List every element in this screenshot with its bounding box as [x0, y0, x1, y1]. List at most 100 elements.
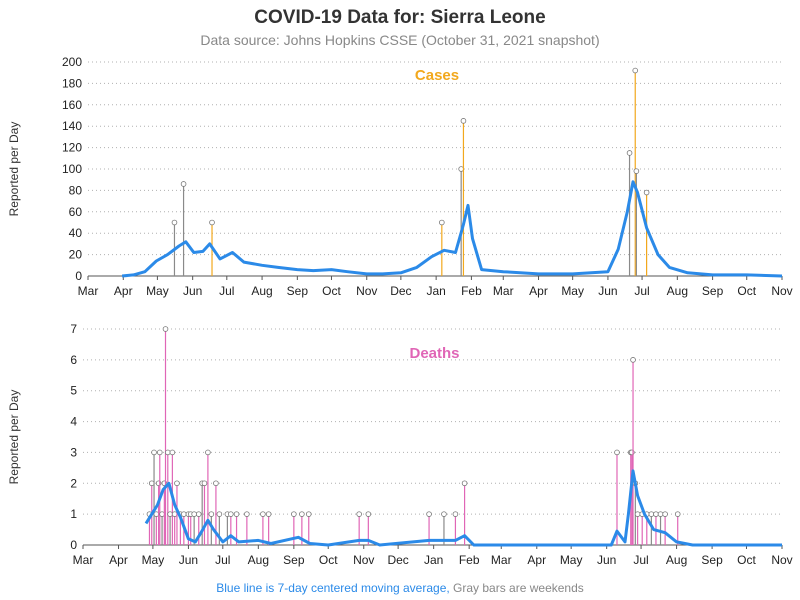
daily-marker	[171, 511, 178, 517]
daily-marker	[151, 449, 157, 456]
x-tick-label: Jun	[179, 553, 198, 567]
daily-marker	[452, 511, 459, 517]
x-tick-label: Mar	[73, 553, 94, 567]
y-tick-label: 4	[70, 415, 77, 429]
daily-marker	[460, 118, 467, 124]
x-tick-label: Dec	[387, 553, 408, 567]
x-tick-label: Apr	[529, 284, 548, 298]
x-tick-label: Mar	[493, 284, 514, 298]
daily-marker	[653, 511, 659, 517]
daily-marker	[356, 511, 362, 517]
x-tick-label: Feb	[461, 284, 482, 298]
x-tick-label: Sep	[702, 284, 724, 298]
daily-marker	[162, 326, 169, 332]
y-tick-label: 120	[62, 141, 82, 155]
daily-marker	[159, 511, 165, 517]
x-tick-label: Jun	[598, 284, 617, 298]
daily-marker	[171, 219, 178, 226]
y-tick-label: 80	[69, 183, 83, 197]
daily-marker	[265, 511, 272, 517]
footnote: Blue line is 7-day centered moving avera…	[216, 581, 584, 595]
x-tick-label: Nov	[771, 553, 792, 567]
daily-marker	[174, 480, 180, 487]
daily-marker	[216, 511, 223, 517]
panel-label: Deaths	[409, 345, 459, 362]
x-tick-label: Jun	[597, 553, 616, 567]
footnote-weekend: Gray bars are weekends	[450, 581, 584, 595]
daily-marker	[209, 219, 215, 226]
x-tick-label: Mar	[78, 284, 99, 298]
x-tick-label: Apr	[527, 553, 546, 567]
daily-marker	[191, 511, 197, 517]
x-tick-label: Aug	[248, 553, 269, 567]
x-tick-label: Nov	[356, 284, 377, 298]
y-tick-label: 0	[70, 538, 77, 552]
daily-marker	[643, 189, 650, 196]
daily-marker	[674, 511, 681, 517]
daily-marker	[461, 480, 468, 487]
x-tick-label: Jul	[634, 284, 649, 298]
daily-marker	[205, 449, 211, 456]
panel-label: Cases	[415, 67, 459, 84]
x-tick-label: Dec	[390, 284, 411, 298]
x-tick-label: Jul	[219, 284, 234, 298]
daily-marker	[244, 511, 250, 517]
daily-marker	[632, 67, 639, 74]
y-axis-label: Reported per Day	[7, 122, 21, 217]
x-tick-label: Apr	[114, 284, 133, 298]
deaths-panel: 0 1 2 3 4 5 6 7 Reported per Day Deaths Mar Apr May J…	[7, 322, 793, 567]
daily-marker	[648, 511, 655, 517]
x-tick-label: May	[142, 553, 165, 567]
daily-marker	[626, 150, 633, 156]
daily-marker	[662, 511, 668, 517]
x-tick-label: Jan	[424, 553, 443, 567]
y-tick-label: 2	[70, 476, 77, 490]
cases-panel: 0 20 40 60 80 100 120 140 160 180 200 Reported per …	[7, 55, 793, 298]
daily-marker	[291, 511, 297, 517]
x-tick-label: Sep	[287, 284, 309, 298]
y-tick-label: 100	[62, 162, 82, 176]
y-tick-label: 200	[62, 55, 82, 69]
daily-marker	[167, 511, 173, 517]
x-tick-label: Nov	[353, 553, 374, 567]
daily-marker	[657, 511, 664, 517]
y-tick-label: 40	[69, 226, 83, 240]
daily-marker	[148, 480, 155, 487]
daily-marker	[213, 480, 219, 487]
y-tick-label: 7	[70, 322, 77, 336]
x-tick-label: May	[560, 553, 583, 567]
daily-marker	[630, 357, 636, 363]
daily-marker	[439, 219, 445, 226]
daily-marker	[614, 449, 620, 456]
y-tick-label: 160	[62, 98, 82, 112]
daily-marker	[426, 511, 432, 517]
x-tick-label: Feb	[459, 553, 480, 567]
chart-subtitle: Data source: Johns Hopkins CSSE (October…	[200, 32, 599, 48]
y-tick-label: 6	[70, 353, 77, 367]
daily-marker	[305, 511, 312, 517]
y-tick-label: 180	[62, 76, 82, 90]
daily-marker	[181, 511, 187, 517]
y-tick-label: 20	[69, 248, 83, 262]
daily-marker	[156, 449, 163, 456]
daily-marker	[169, 449, 176, 456]
x-tick-label: Aug	[667, 284, 688, 298]
daily-marker	[180, 181, 187, 187]
daily-marker	[633, 168, 640, 174]
daily-marker	[233, 511, 240, 517]
x-tick-label: Jun	[183, 284, 202, 298]
x-tick-label: Oct	[319, 553, 338, 567]
x-tick-label: Sep	[283, 553, 305, 567]
y-tick-label: 1	[70, 507, 77, 521]
y-tick-label: 5	[70, 384, 77, 398]
daily-marker	[164, 449, 171, 456]
y-tick-label: 140	[62, 119, 82, 133]
moving-average-line	[121, 180, 783, 278]
daily-marker	[228, 511, 234, 517]
x-tick-label: Jul	[633, 553, 648, 567]
x-tick-label: Nov	[771, 284, 792, 298]
moving-average-line	[144, 469, 782, 547]
daily-marker	[153, 511, 160, 517]
x-tick-label: Mar	[491, 553, 512, 567]
y-tick-label: 60	[69, 205, 83, 219]
